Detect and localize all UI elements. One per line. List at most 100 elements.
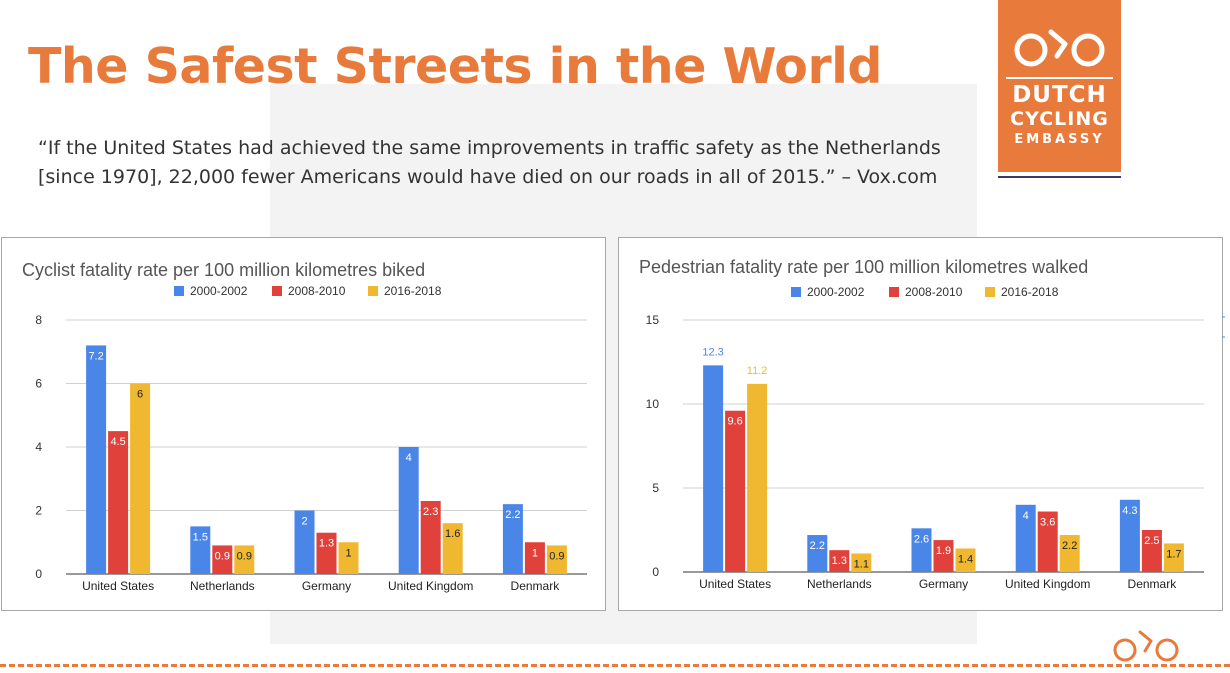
y-tick-label: 2 [35, 504, 42, 518]
x-tick-label: Netherlands [807, 577, 872, 591]
cyclist-fatality-chart: Cyclist fatality rate per 100 million ki… [22, 260, 587, 593]
bar [294, 510, 315, 574]
bar [807, 535, 828, 572]
bar [1015, 504, 1036, 572]
bar [234, 545, 255, 574]
bar [1163, 543, 1184, 572]
legend-label: 2008-2010 [905, 285, 963, 299]
bar [212, 545, 233, 574]
pedestrian-chart-panel: Pedestrian fatality rate per 100 million… [618, 237, 1223, 611]
data-label: 1.3 [832, 555, 847, 567]
y-tick-label: 0 [652, 565, 659, 579]
data-label: 4 [1023, 510, 1029, 522]
data-label: 2.3 [423, 506, 438, 518]
bar [1059, 535, 1080, 572]
bar [1037, 511, 1058, 572]
cyclist-chart-panel: Cyclist fatality rate per 100 million ki… [1, 237, 606, 611]
chart-title: Cyclist fatality rate per 100 million ki… [22, 260, 425, 280]
data-label: 1.5 [193, 531, 208, 543]
legend-swatch [174, 286, 184, 296]
x-tick-label: United States [82, 579, 154, 593]
slide-title: The Safest Streets in the World [28, 38, 883, 95]
bicycle-wheels-icon [1014, 29, 1105, 67]
logo-divider [1006, 77, 1113, 79]
data-label: 2.5 [1144, 535, 1159, 547]
bar [1141, 530, 1162, 572]
data-label: 2.2 [1062, 540, 1077, 552]
data-label: 4 [406, 452, 412, 464]
data-label: 2.2 [505, 509, 520, 521]
legend-label: 2000-2002 [190, 284, 248, 298]
chart-title: Pedestrian fatality rate per 100 million… [639, 257, 1088, 277]
legend-label: 2016-2018 [384, 284, 442, 298]
bar [1119, 499, 1140, 572]
data-label: 4.3 [1122, 505, 1137, 517]
footer-dashed-line [0, 664, 1230, 667]
legend-swatch [368, 286, 378, 296]
data-label: 0.9 [549, 550, 564, 562]
bar [933, 540, 954, 572]
bar [851, 553, 872, 572]
y-tick-label: 10 [646, 397, 660, 411]
legend-label: 2000-2002 [807, 285, 865, 299]
bar [338, 542, 359, 574]
x-tick-label: United Kingdom [388, 579, 473, 593]
data-label: 1 [532, 547, 538, 559]
y-tick-label: 0 [35, 567, 42, 581]
data-label: 2.2 [810, 540, 825, 552]
data-label: 6 [137, 389, 143, 401]
x-tick-label: Denmark [511, 579, 561, 593]
data-label: 1.7 [1166, 548, 1181, 560]
edge-mark [1222, 316, 1225, 338]
bar [725, 410, 746, 572]
bar [420, 500, 441, 574]
y-tick-label: 15 [646, 313, 660, 327]
x-tick-label: United Kingdom [1005, 577, 1090, 591]
y-tick-label: 4 [35, 440, 42, 454]
data-label: 2.6 [914, 533, 929, 545]
data-label: 0.9 [215, 550, 230, 562]
bar [546, 545, 567, 574]
data-label: 3.6 [1040, 517, 1055, 529]
legend-swatch [985, 287, 995, 297]
y-tick-label: 8 [35, 313, 42, 327]
data-label: 4.5 [110, 436, 125, 448]
bar [524, 542, 545, 574]
data-label: 1.6 [445, 528, 460, 540]
logo-text-embassy: EMBASSY [1014, 132, 1105, 147]
x-tick-label: Germany [919, 577, 968, 591]
data-label: 9.6 [727, 416, 742, 428]
pedestrian-fatality-chart: Pedestrian fatality rate per 100 million… [639, 257, 1204, 591]
bar [502, 504, 523, 574]
legend-swatch [791, 287, 801, 297]
quote-line-2: [since 1970], 22,000 fewer Americans wou… [38, 166, 938, 188]
data-label: 1 [345, 547, 351, 559]
bar [703, 365, 724, 572]
bar [747, 383, 768, 572]
bar [316, 532, 337, 574]
legend-label: 2016-2018 [1001, 285, 1059, 299]
x-tick-label: United States [699, 577, 771, 591]
data-label: 11.2 [747, 365, 768, 377]
bar [955, 548, 976, 572]
logo-text-dutch: DUTCH [1012, 82, 1107, 108]
bar [829, 550, 850, 572]
data-label: 0.9 [237, 550, 252, 562]
y-tick-label: 5 [652, 481, 659, 495]
x-tick-label: Denmark [1128, 577, 1178, 591]
bar [442, 523, 463, 574]
bar [398, 447, 419, 574]
data-label: 1.4 [958, 553, 973, 565]
legend-swatch [272, 286, 282, 296]
data-label: 1.9 [936, 545, 951, 557]
footer-bicycle-icon [1113, 630, 1179, 662]
quote-line-1: “If the United States had achieved the s… [38, 137, 941, 159]
quote: “If the United States had achieved the s… [38, 134, 978, 192]
x-tick-label: Netherlands [190, 579, 255, 593]
data-label: 1.1 [854, 559, 869, 571]
bar [108, 431, 129, 574]
dutch-cycling-embassy-logo: DUTCH CYCLING EMBASSY [998, 0, 1121, 172]
bar [190, 526, 211, 574]
y-tick-label: 6 [35, 377, 42, 391]
bar [130, 383, 151, 574]
